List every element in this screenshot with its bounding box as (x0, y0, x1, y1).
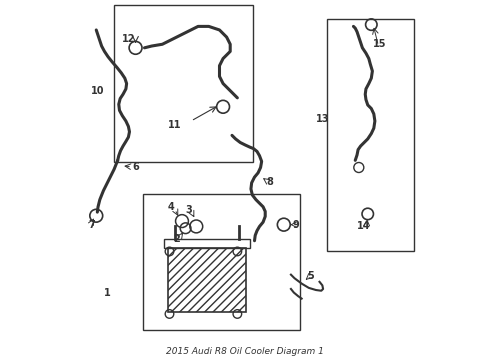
Bar (167, 248, 246, 312)
Text: 9: 9 (292, 220, 299, 230)
Text: 2015 Audi R8 Oil Cooler Diagram 1: 2015 Audi R8 Oil Cooler Diagram 1 (165, 347, 323, 356)
Text: 2: 2 (173, 234, 180, 244)
Bar (326, 19, 413, 251)
Text: 7: 7 (88, 220, 95, 230)
Text: 12: 12 (122, 34, 135, 44)
Text: 11: 11 (168, 120, 181, 130)
Text: 10: 10 (91, 86, 104, 96)
Text: 13: 13 (316, 114, 329, 124)
Text: 8: 8 (265, 177, 272, 187)
Text: 14: 14 (357, 221, 370, 231)
Bar (142, 194, 299, 330)
Bar (114, 5, 253, 162)
Text: 5: 5 (306, 271, 313, 282)
Text: 1: 1 (103, 288, 110, 297)
Bar (164, 239, 249, 248)
Text: 3: 3 (185, 205, 192, 215)
Text: 15: 15 (372, 39, 386, 49)
Text: 6: 6 (132, 162, 139, 172)
Text: 4: 4 (167, 202, 174, 212)
